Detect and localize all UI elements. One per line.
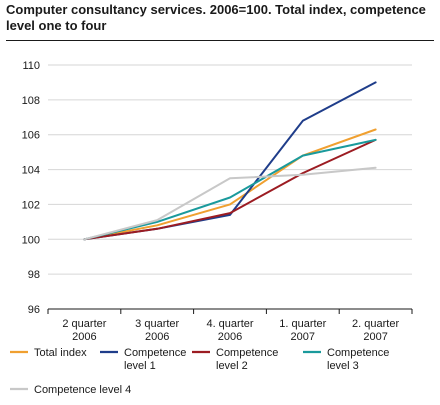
y-tick-label: 96 <box>28 304 40 316</box>
series-line-1 <box>83 128 377 241</box>
x-tick-label: 2. quarter 2007 <box>352 318 399 343</box>
legend-label-1: Total index <box>34 347 87 359</box>
x-tick-label: 3 quarter 2006 <box>135 318 179 343</box>
y-tick-label: 108 <box>22 95 40 107</box>
axes: 96 98 100 102 104 106 108 110 2 quarter 2006 3 qua… <box>22 60 413 343</box>
series-line-4 <box>83 138 377 241</box>
y-tick-label: 100 <box>22 234 40 246</box>
y-tick-label: 110 <box>22 60 40 72</box>
legend-label-3: Competence level 2 <box>216 347 278 372</box>
chart-title: Computer consultancy services. 2006=100.… <box>6 2 426 33</box>
series-line-3 <box>83 138 377 241</box>
legend: Total index Competence level 1 Competence le… <box>10 347 389 396</box>
legend-label-4: Competence level 3 <box>327 347 389 372</box>
x-tick-label: 4. quarter 2006 <box>206 318 253 343</box>
series-lines <box>83 81 377 241</box>
legend-label-2: Competence level 1 <box>124 347 186 372</box>
y-tick-label: 104 <box>22 165 40 177</box>
x-tick-label: 1. quarter 2007 <box>279 318 326 343</box>
y-tick-label: 106 <box>22 130 40 142</box>
x-tick-label: 2 quarter 2006 <box>62 318 106 343</box>
y-tick-label: 98 <box>28 269 40 281</box>
gridlines <box>48 64 412 310</box>
y-tick-label: 102 <box>22 199 40 211</box>
title-divider <box>6 40 434 41</box>
series-line-5 <box>83 166 377 241</box>
legend-label-5: Competence level 4 <box>34 384 131 396</box>
